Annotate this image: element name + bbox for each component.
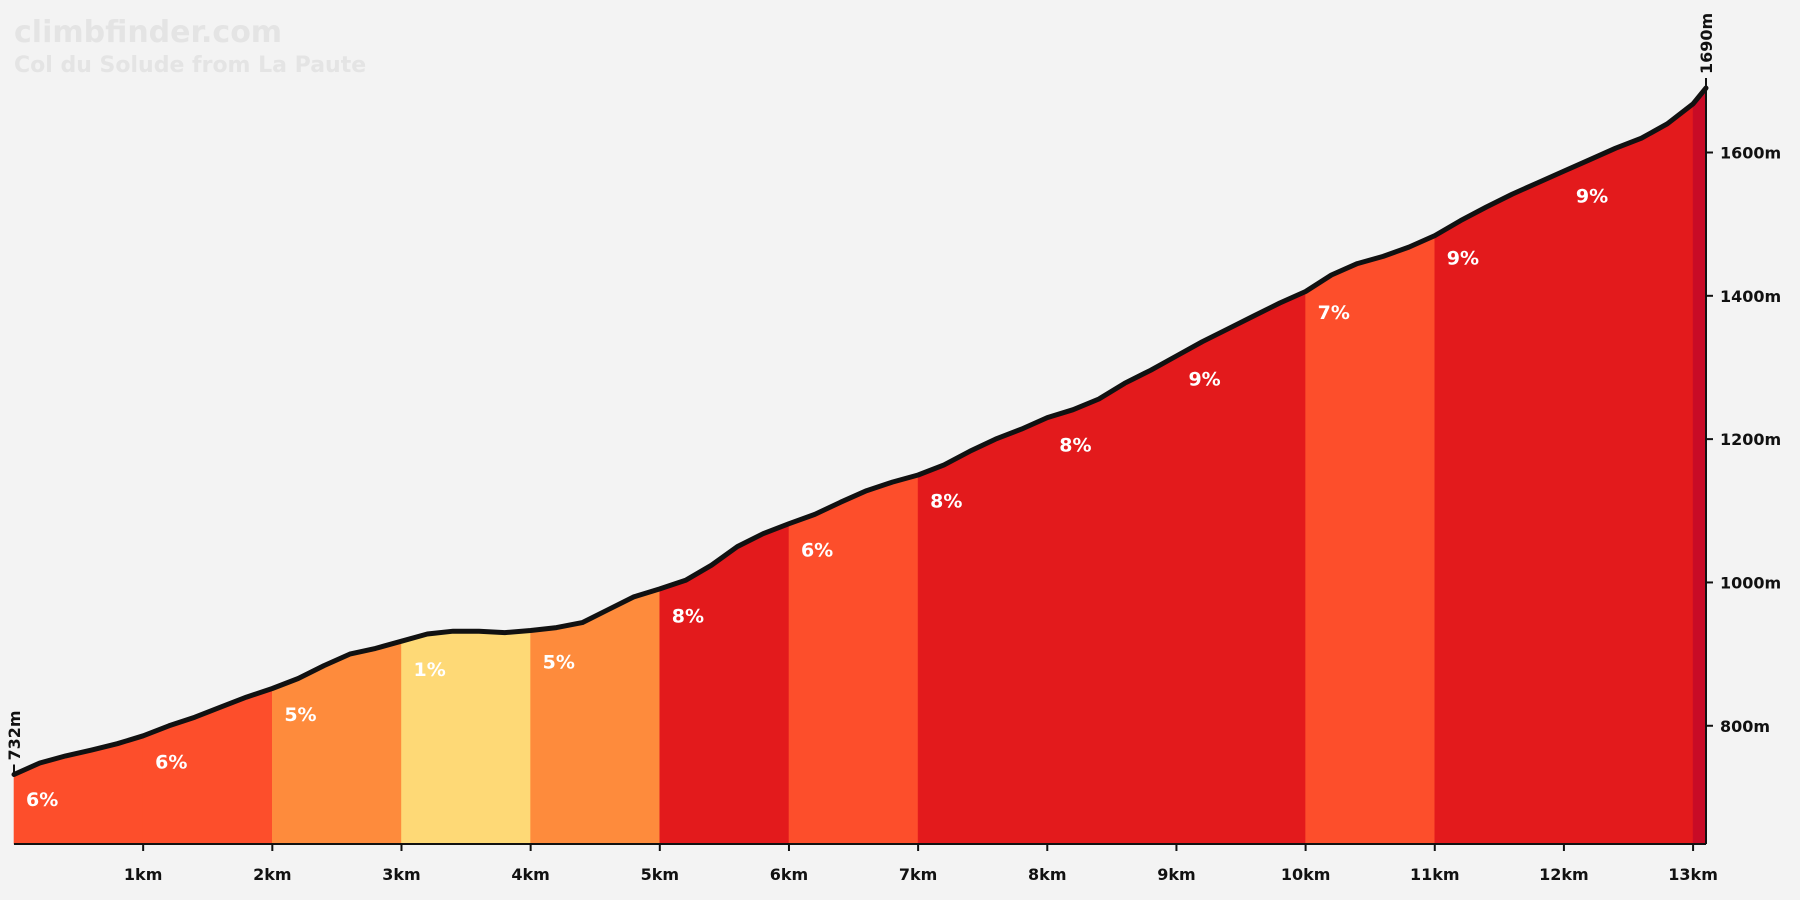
grade-label: 8%: [1059, 435, 1091, 457]
grade-label: 6%: [801, 540, 833, 562]
x-tick-label: 11km: [1410, 865, 1460, 884]
grade-label: 1%: [413, 659, 445, 681]
grade-label: 9%: [1576, 186, 1608, 208]
x-tick-label: 5km: [641, 865, 679, 884]
grade-label: 5%: [284, 704, 316, 726]
gradient-segment-11: [1305, 235, 1436, 845]
summit-elevation-label: 1690m: [1697, 13, 1716, 74]
x-axis: 1km 2km 3km 4km 5km 6km 7km 8km 9km 10km 11km 12km 1…: [14, 843, 1718, 884]
x-tick-label: 6km: [770, 865, 808, 884]
x-tick-label: 4km: [511, 865, 549, 884]
profile-line: [11, 85, 1709, 777]
y-axis: 800m 1000m 1200m 1400m 1600m: [1705, 88, 1781, 844]
grade-label: 8%: [930, 490, 962, 512]
gradient-segment-14: [1692, 87, 1707, 845]
x-tick-label: 8km: [1028, 865, 1066, 884]
gradient-segment-12: [1434, 170, 1565, 845]
y-tick-label: 1000m: [1720, 573, 1781, 592]
profile-outline: [11, 85, 1709, 777]
watermark-climb-name: Col du Solude from La Paute: [14, 53, 366, 78]
x-tick-label: 2km: [253, 865, 291, 884]
elevation-markers: 732m 1690m: [5, 13, 1716, 775]
x-tick-label: 9km: [1157, 865, 1195, 884]
x-tick-label: 7km: [899, 865, 937, 884]
gradient-segment-7: [788, 474, 919, 845]
x-tick-label: 3km: [382, 865, 420, 884]
gradient-segment-13: [1563, 103, 1694, 845]
grade-label: 9%: [1188, 368, 1220, 390]
grade-labels: 6% 6% 5% 1% 5% 8% 6% 8% 8% 9% 7% 9% 9%: [26, 186, 1608, 811]
grade-label: 6%: [26, 789, 58, 811]
grade-label: 8%: [672, 605, 704, 627]
gradient-segments: [13, 87, 1707, 845]
watermark-brand: climbfinder.com: [14, 15, 282, 50]
x-tick-label: 10km: [1281, 865, 1331, 884]
x-tick-label: 13km: [1668, 865, 1718, 884]
y-tick-label: 1200m: [1720, 430, 1781, 449]
grade-label: 6%: [155, 751, 187, 773]
x-tick-label: 1km: [124, 865, 162, 884]
y-tick-label: 1400m: [1720, 287, 1781, 306]
gradient-segment-8: [917, 417, 1048, 845]
start-elevation-label: 732m: [5, 710, 24, 760]
grade-label: 7%: [1318, 302, 1350, 324]
y-tick-label: 800m: [1720, 717, 1770, 736]
grade-label: 5%: [543, 651, 575, 673]
gradient-segment-9: [1047, 355, 1177, 845]
y-tick-label: 1600m: [1720, 143, 1781, 162]
grade-label: 9%: [1447, 247, 1479, 269]
x-tick-label: 12km: [1539, 865, 1589, 884]
